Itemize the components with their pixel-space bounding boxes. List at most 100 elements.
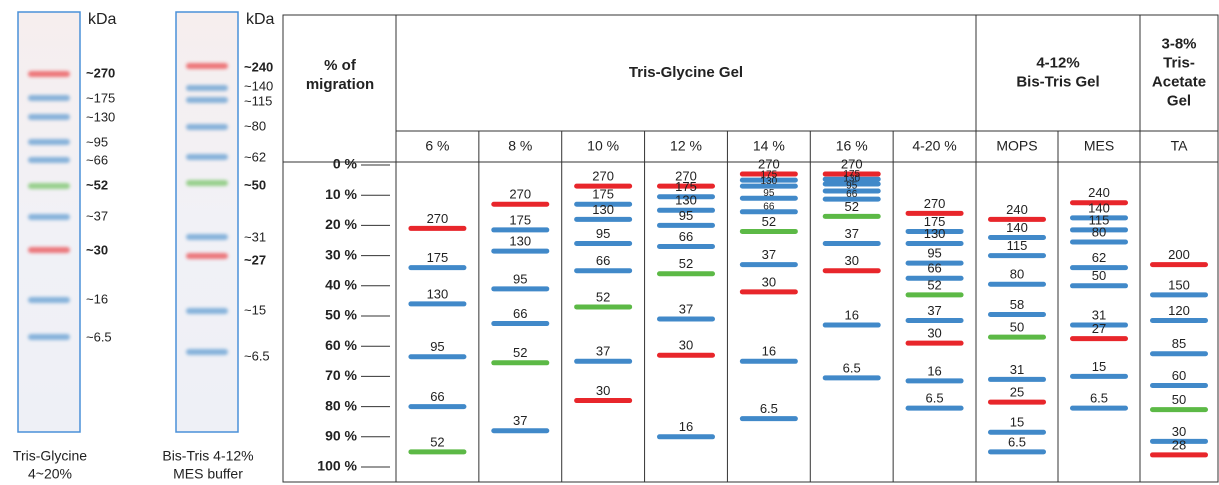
- band-label: 30: [679, 338, 693, 353]
- band: [822, 213, 881, 219]
- band-label: 6.5: [760, 401, 778, 416]
- band-label: 37: [596, 344, 610, 359]
- band-label: 25: [1010, 385, 1024, 400]
- band: [574, 304, 633, 310]
- band-label: 37: [513, 413, 527, 428]
- gel-caption: Bis-Tris 4-12%: [162, 448, 253, 464]
- band: [574, 398, 633, 404]
- band: [574, 201, 633, 207]
- y-tick-label: 60 %: [325, 337, 357, 353]
- band: [739, 177, 798, 183]
- band-label: 130: [509, 234, 531, 249]
- band: [657, 194, 715, 200]
- lane-header: 6 %: [425, 138, 449, 154]
- band-label: 15: [1092, 359, 1106, 374]
- gel-band: [28, 183, 70, 189]
- band-label: 130: [761, 176, 778, 187]
- band: [822, 188, 881, 194]
- gel-band: [186, 308, 228, 314]
- gel-caption: MES buffer: [173, 466, 243, 482]
- band: [822, 241, 881, 247]
- band: [822, 375, 881, 381]
- group-header: Bis-Tris Gel: [1016, 73, 1099, 90]
- band: [822, 176, 881, 182]
- band: [822, 322, 881, 328]
- band-label: 6.5: [843, 360, 861, 375]
- band: [1070, 239, 1128, 245]
- band-label: 95: [513, 271, 527, 286]
- gel-band-label: ~115: [244, 93, 272, 108]
- gel-band-label: ~140: [244, 78, 273, 93]
- band: [1070, 373, 1128, 379]
- band: [988, 399, 1046, 405]
- band-label: 30: [1172, 424, 1186, 439]
- band-label: 200: [1168, 247, 1190, 262]
- group-header: Acetate: [1152, 73, 1206, 90]
- band: [905, 292, 964, 298]
- band: [1150, 452, 1208, 458]
- band-label: 52: [679, 256, 693, 271]
- band-label: 6.5: [1008, 434, 1026, 449]
- band-label: 16: [679, 419, 693, 434]
- band: [1150, 351, 1208, 357]
- band: [988, 311, 1046, 317]
- band-label: 30: [927, 326, 941, 341]
- gel-band-label: ~15: [244, 302, 266, 317]
- gel-band: [28, 247, 70, 253]
- band: [657, 316, 715, 322]
- band-label: 150: [1168, 277, 1190, 292]
- band: [739, 289, 798, 295]
- gel-band-label: ~27: [244, 252, 266, 267]
- band: [1070, 336, 1128, 342]
- band: [822, 196, 881, 202]
- band: [1070, 322, 1128, 328]
- band-label: 115: [1007, 238, 1028, 253]
- band-label: 66: [846, 189, 858, 200]
- band-label: 85: [1172, 336, 1186, 351]
- band-label: 80: [1092, 224, 1106, 239]
- band-label: 66: [430, 389, 444, 404]
- table-border: [282, 14, 1219, 483]
- band: [739, 209, 798, 215]
- band-label: 37: [844, 226, 858, 241]
- gel-band: [28, 95, 70, 101]
- band-label: 50: [1172, 392, 1186, 407]
- band: [574, 358, 633, 364]
- band-label: 175: [427, 250, 449, 265]
- band-label: 6.5: [1090, 391, 1108, 406]
- y-tick-label: 30 %: [325, 246, 357, 262]
- band: [1070, 405, 1128, 411]
- lane-header: 12 %: [670, 138, 702, 154]
- band-label: 62: [1092, 250, 1106, 265]
- band: [739, 195, 798, 201]
- group-header: Gel: [1167, 92, 1191, 109]
- band: [1070, 227, 1128, 233]
- band-label: 28: [1172, 437, 1186, 452]
- band: [739, 228, 798, 234]
- band-label: 66: [596, 253, 610, 268]
- band: [988, 216, 1046, 222]
- band: [657, 207, 715, 213]
- band: [657, 271, 715, 277]
- band-label: 66: [927, 261, 941, 276]
- lane-header: MOPS: [996, 138, 1037, 154]
- band-label: 240: [1006, 202, 1028, 217]
- y-tick-label: 40 %: [325, 277, 357, 293]
- band: [574, 216, 633, 222]
- band: [657, 434, 715, 440]
- gel-band: [186, 253, 228, 259]
- lane-header: 4-20 %: [912, 138, 956, 154]
- unit-label: kDa: [88, 11, 117, 28]
- band-label: 37: [679, 301, 693, 316]
- band: [657, 244, 715, 250]
- gel-band-label: ~240: [244, 59, 273, 74]
- band: [988, 334, 1046, 340]
- y-tick-label: 50 %: [325, 307, 357, 323]
- band-label: 52: [844, 199, 858, 214]
- band-label: 27: [1092, 321, 1106, 336]
- band: [408, 404, 467, 410]
- gel-band: [28, 71, 70, 77]
- band-label: 270: [675, 169, 697, 184]
- y-tick-label: 20 %: [325, 216, 357, 232]
